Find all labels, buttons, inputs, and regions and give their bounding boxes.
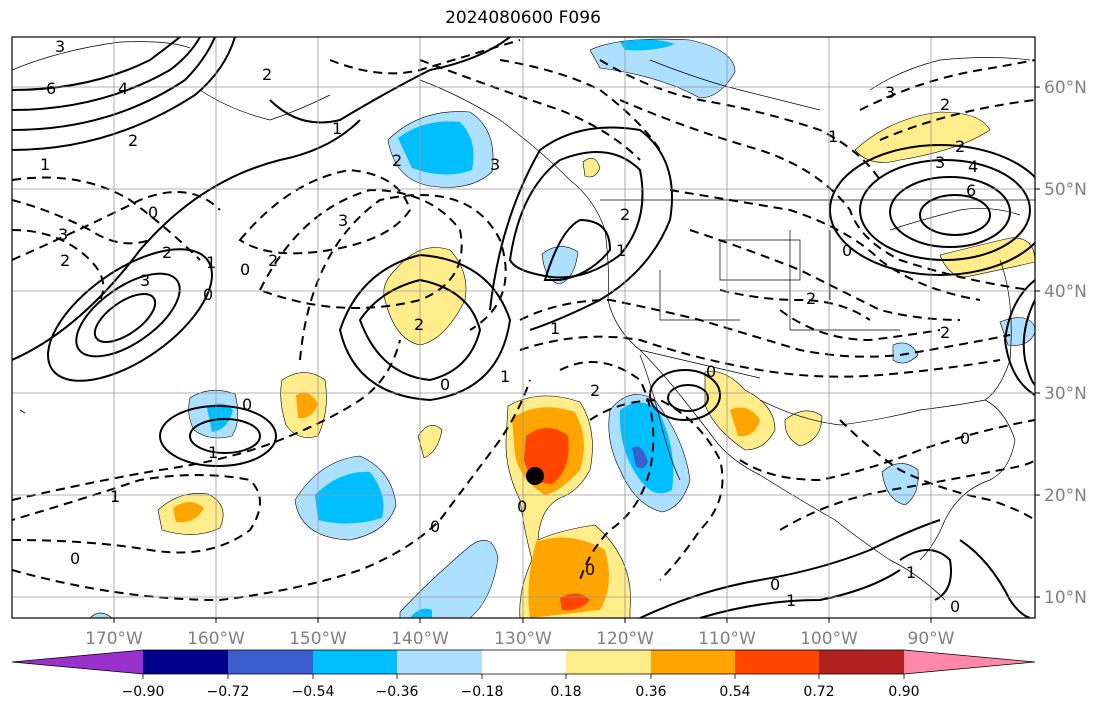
contour-label: 2 <box>162 243 172 262</box>
colorbar-tick-label: 0.54 <box>719 684 750 700</box>
map-title: 2024080600 F096 <box>445 8 601 28</box>
colorbar-tick-label: −0.54 <box>292 684 335 700</box>
storm-center-marker <box>526 467 544 485</box>
lat-label: 30°N <box>1044 384 1087 404</box>
contour-label: 6 <box>46 79 56 98</box>
contour-label: 1 <box>40 155 50 174</box>
shaded-anomaly-fields <box>89 38 1035 618</box>
lat-label: 10°N <box>1044 588 1087 608</box>
colorbar-segment <box>651 650 735 674</box>
colorbar: −0.90 −0.72 −0.54 −0.36 −0.18 0.18 0.36 … <box>11 649 1036 700</box>
contour-label: 0 <box>430 517 440 536</box>
lat-label: 40°N <box>1044 282 1087 302</box>
contour-label: 3 <box>490 155 500 174</box>
contour-label: 3 <box>58 225 68 244</box>
contour-label: 1 <box>616 241 626 260</box>
lon-label: 100°W <box>800 629 858 649</box>
contour-label: 3 <box>885 83 895 102</box>
contour-label: 6 <box>966 181 976 200</box>
contour-label: 3 <box>338 211 348 230</box>
lon-label: 130°W <box>494 629 552 649</box>
contour-label: 0 <box>706 362 716 381</box>
colorbar-tick-label: 0.36 <box>635 684 666 700</box>
contour-label: 2 <box>392 151 402 170</box>
contour-label: 2 <box>128 131 138 150</box>
lat-label: 60°N <box>1044 78 1087 98</box>
contour-label: 0 <box>203 285 213 304</box>
contour-label: 0 <box>517 497 527 516</box>
contour-label: 2 <box>620 205 630 224</box>
contour-label: 0 <box>70 549 80 568</box>
contour-label: 1 <box>206 253 216 272</box>
contour-label: 1 <box>208 443 218 462</box>
contour-label: 2 <box>414 315 424 334</box>
colorbar-segment <box>566 650 651 674</box>
contour-label: 0 <box>585 560 595 579</box>
lon-label: 150°W <box>289 629 347 649</box>
lat-axis: 60°N 50°N 40°N 30°N 20°N 10°N <box>1035 78 1087 608</box>
colorbar-segment <box>904 650 1035 674</box>
colorbar-tick-label: −0.36 <box>376 684 419 700</box>
colorbar-segment <box>819 650 904 674</box>
lat-label: 20°N <box>1044 486 1087 506</box>
contour-label: 0 <box>960 429 970 448</box>
contour-labels: 3 6 4 2 1 3 2 0 2 3 1 2 0 2 3 2 2 0 1 3 … <box>40 37 978 616</box>
contour-label: 3 <box>140 271 150 290</box>
colorbar-tick-label: −0.90 <box>122 684 165 700</box>
lon-axis: 170°W 160°W 150°W 140°W 130°W 120°W 110°… <box>85 618 955 649</box>
contour-label: 0 <box>950 597 960 616</box>
contour-label: 2 <box>262 65 272 84</box>
contour-label: 0 <box>242 395 252 414</box>
contour-label: 1 <box>332 119 342 138</box>
contour-label: 0 <box>842 241 852 260</box>
contour-label: 2 <box>955 137 965 156</box>
lat-label: 50°N <box>1044 180 1087 200</box>
contour-label: 3 <box>935 153 945 172</box>
lon-label: 170°W <box>85 629 143 649</box>
lon-label: 160°W <box>187 629 245 649</box>
contour-label: 3 <box>55 37 65 56</box>
contour-label: 1 <box>110 487 120 506</box>
lon-label: 90°W <box>908 629 955 649</box>
graticule <box>12 37 1035 618</box>
contour-label: 2 <box>806 289 816 308</box>
colorbar-segment <box>735 650 819 674</box>
contour-label: 1 <box>550 319 560 338</box>
contour-label: 1 <box>500 367 510 386</box>
contour-label: 1 <box>828 127 838 146</box>
contour-label: 0 <box>240 260 250 279</box>
contour-label: 2 <box>590 381 600 400</box>
contour-label: 2 <box>940 323 950 342</box>
contour-label: 4 <box>968 157 978 176</box>
colorbar-tick-label: 0.72 <box>803 684 834 700</box>
colorbar-tick-label: −0.72 <box>207 684 250 700</box>
contour-label: 2 <box>940 95 950 114</box>
colorbar-segment <box>143 650 228 674</box>
contour-label: 2 <box>60 251 70 270</box>
colorbar-tick-label: 0.18 <box>550 684 581 700</box>
contour-label: 0 <box>148 203 158 222</box>
colorbar-segment <box>228 650 313 674</box>
lon-label: 120°W <box>596 629 654 649</box>
contour-lines <box>12 37 1035 618</box>
contour-label: 1 <box>906 563 916 582</box>
colorbar-tick-label: 0.90 <box>888 684 919 700</box>
contour-label: 2 <box>268 251 278 270</box>
coastlines <box>12 41 1035 601</box>
contour-label: 0 <box>440 375 450 394</box>
colorbar-segment <box>482 650 566 674</box>
colorbar-segment <box>397 650 482 674</box>
lon-label: 110°W <box>698 629 756 649</box>
lon-label: 140°W <box>391 629 449 649</box>
colorbar-segment <box>313 650 397 674</box>
contour-label: 0 <box>770 575 780 594</box>
colorbar-segment <box>12 650 143 674</box>
contour-label: 4 <box>118 79 128 98</box>
contour-label: 1 <box>786 591 796 610</box>
colorbar-tick-label: −0.18 <box>461 684 504 700</box>
